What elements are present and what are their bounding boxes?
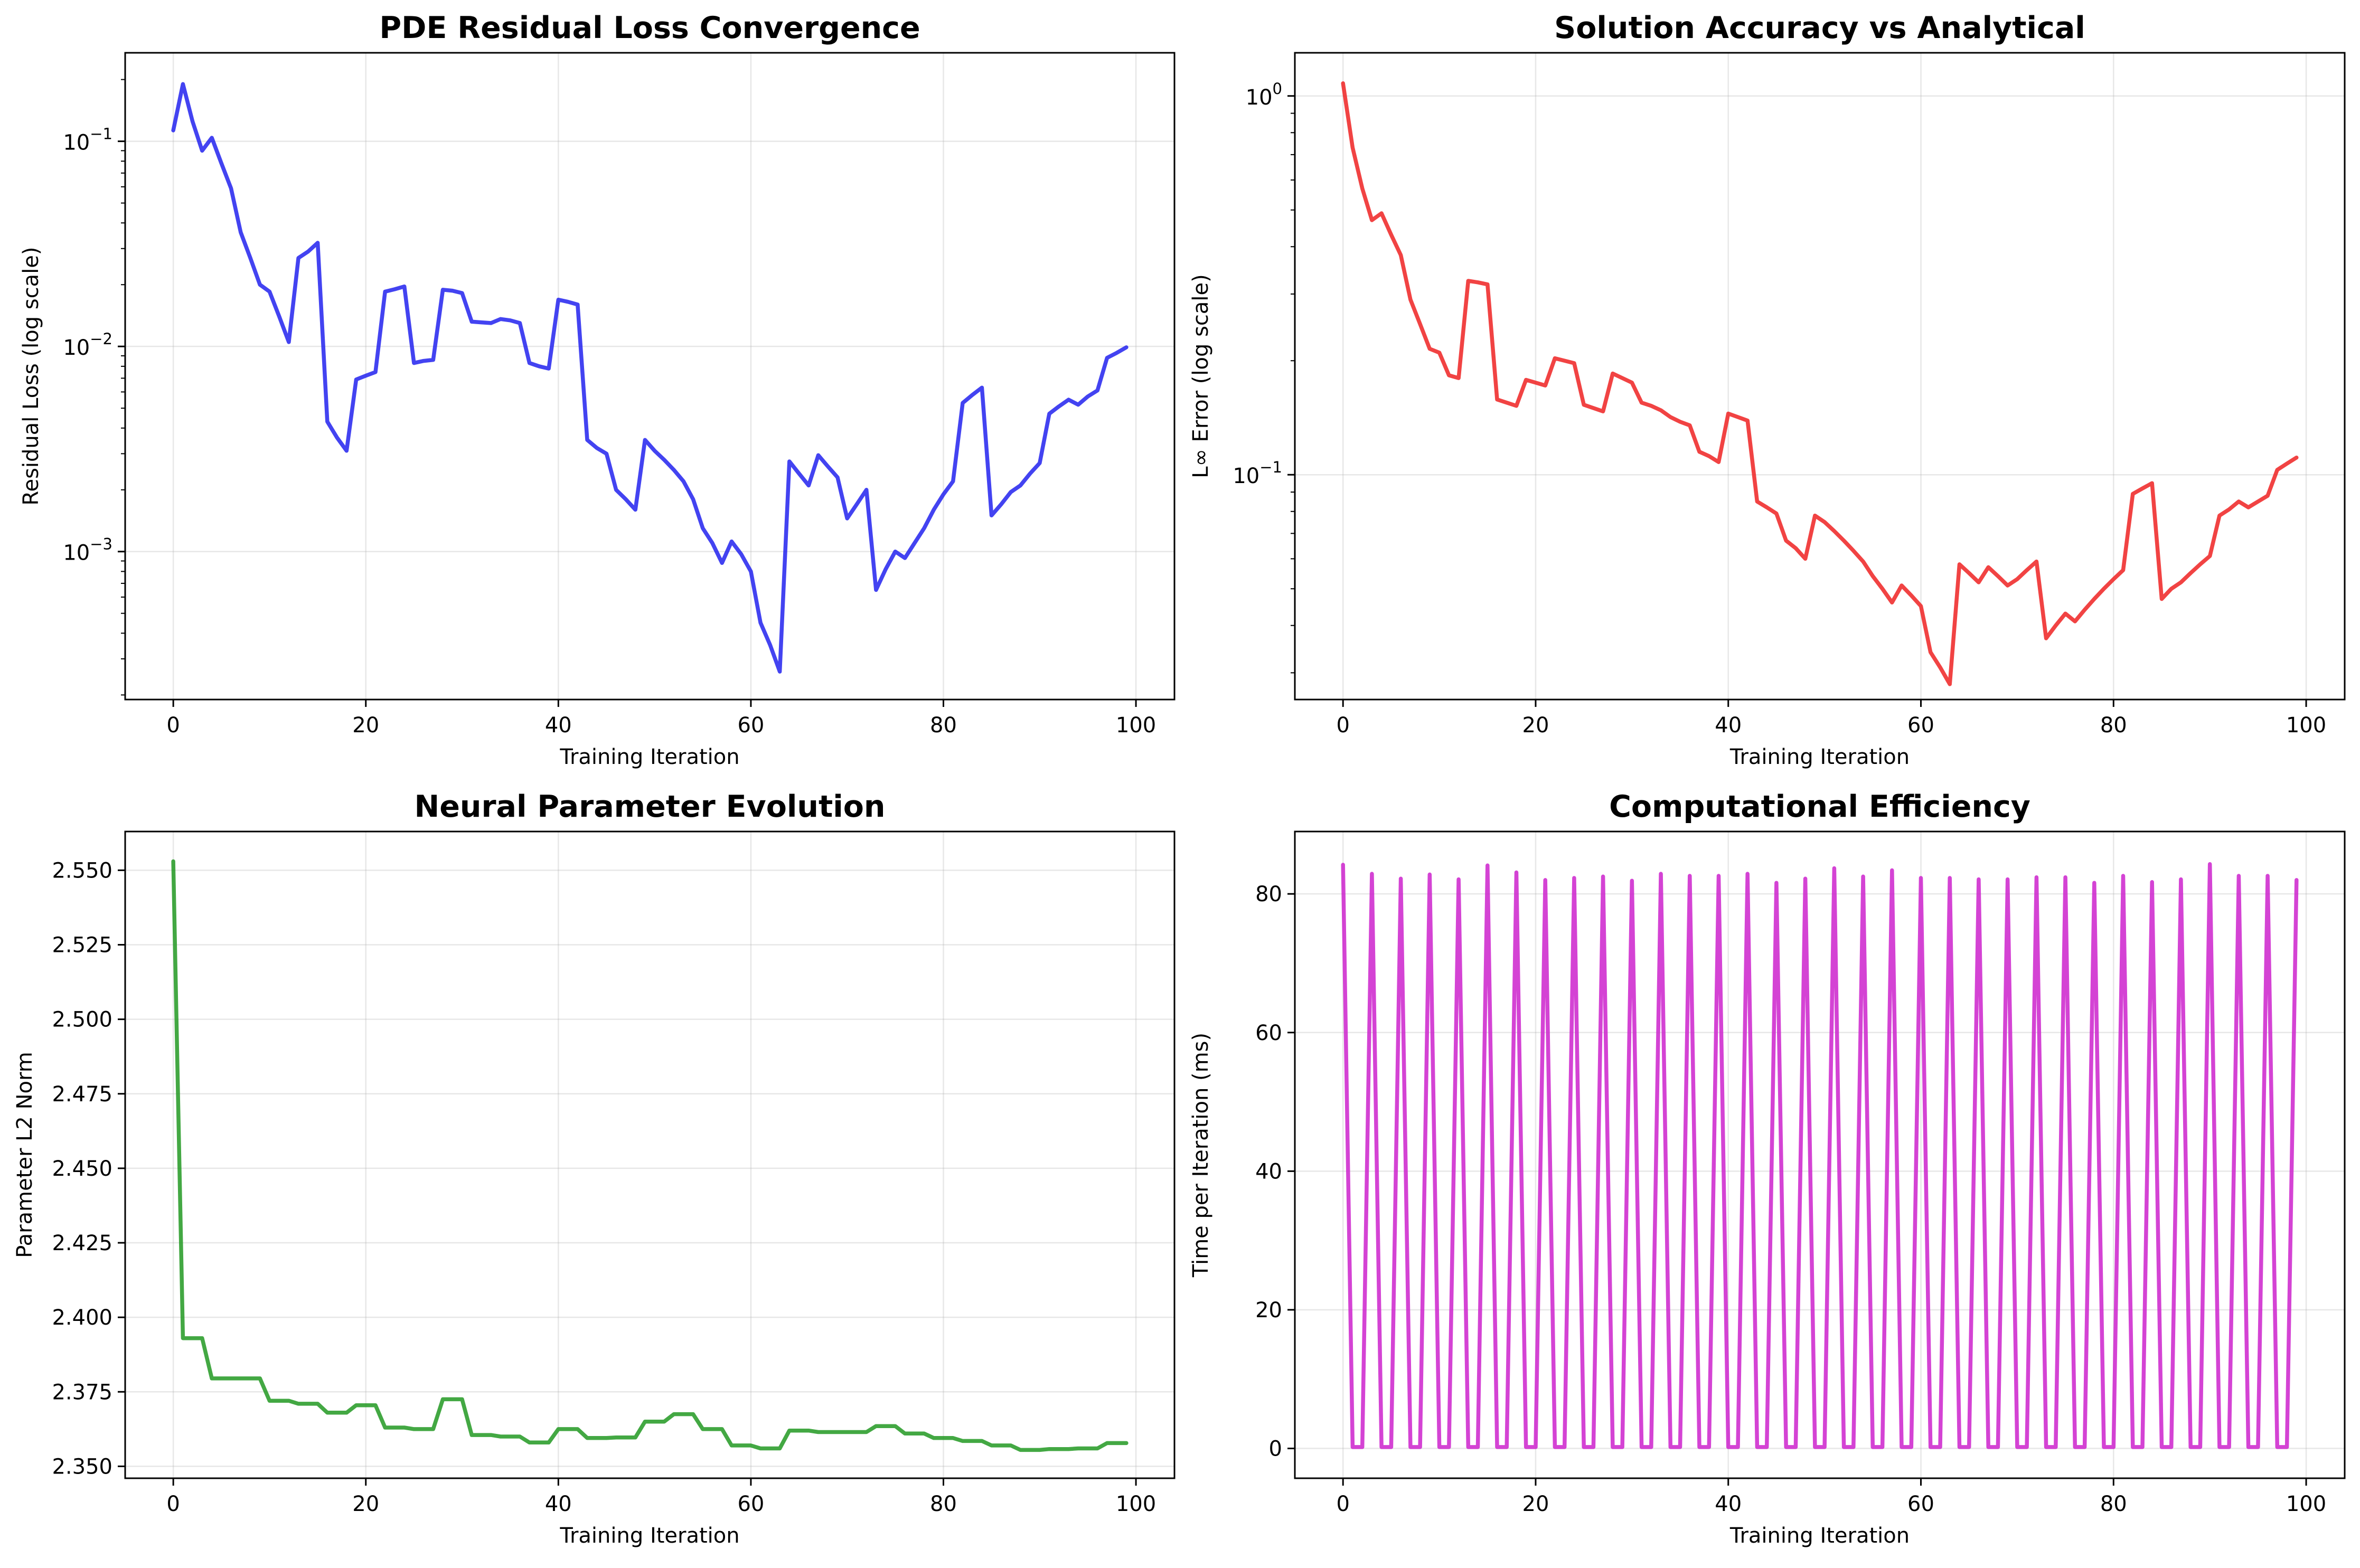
y-axis-label: L∞ Error (log scale) (1189, 274, 1213, 478)
x-tick-label: 100 (2286, 1492, 2326, 1516)
y-tick-label: 2.400 (52, 1306, 112, 1330)
computational-efficiency-chart: 0 20 40 60 80 100 0 20 40 60 80 Training Iteration T… (1189, 789, 2346, 1548)
y-tick-label: 10−2 (63, 330, 112, 360)
x-tick-label: 40 (545, 713, 572, 738)
x-tick-label: 100 (1116, 713, 1156, 738)
plot-frame (124, 830, 1176, 1479)
x-tick-label: 0 (1336, 1492, 1349, 1516)
y-tick-label: 10−1 (63, 125, 112, 155)
y-tick-exponent: −1 (90, 125, 112, 143)
data-series-line (171, 82, 1129, 674)
y-tick-label: 10−3 (63, 535, 112, 565)
y-tick-base: 10 (63, 541, 90, 565)
x-tick-label: 80 (930, 1492, 957, 1516)
y-tick-base: 10 (1246, 86, 1273, 110)
parameter-evolution-chart: 0 20 40 60 80 100 2.350 2.375 2.400 2.425 2.450 2.4… (13, 789, 1176, 1548)
x-tick-label: 80 (2100, 1492, 2127, 1516)
y-tick-label: 10−1 (1233, 458, 1282, 488)
grid-lines (1295, 53, 2345, 700)
chart-title: Computational Efficiency (1609, 789, 2030, 824)
x-tick-label: 20 (1522, 713, 1549, 738)
data-series-line (1341, 862, 2299, 1449)
grid-lines (125, 53, 1174, 700)
y-tick-exponent: −3 (90, 535, 112, 553)
x-tick-label: 20 (352, 713, 379, 738)
x-axis-label: Training Iteration (559, 1524, 739, 1548)
y-tick-label: 2.375 (52, 1380, 112, 1404)
x-tick-label: 60 (1907, 1492, 1934, 1516)
y-tick-label: 20 (1255, 1298, 1282, 1323)
y-tick-label: 40 (1255, 1159, 1282, 1184)
x-tick-label: 80 (930, 713, 957, 738)
y-tick-label: 2.450 (52, 1157, 112, 1181)
y-tick-label: 60 (1255, 1021, 1282, 1045)
y-tick-label: 2.425 (52, 1231, 112, 1255)
x-tick-label: 100 (1116, 1492, 1156, 1516)
x-tick-label: 60 (1907, 713, 1934, 738)
x-tick-label: 60 (737, 1492, 764, 1516)
y-axis-label: Time per Iteration (ms) (1189, 1033, 1213, 1278)
x-tick-label: 40 (545, 1492, 572, 1516)
x-tick-label: 20 (1522, 1492, 1549, 1516)
x-tick-label: 40 (1715, 1492, 1742, 1516)
x-tick-label: 60 (737, 713, 764, 738)
data-series-line (1341, 81, 2299, 686)
x-tick-label: 0 (166, 1492, 180, 1516)
y-axis-label: Parameter L2 Norm (13, 1052, 37, 1258)
plot-frame (124, 52, 1176, 701)
x-axis-label: Training Iteration (1729, 745, 1910, 769)
x-axis-label: Training Iteration (1729, 1524, 1910, 1548)
y-tick-base: 10 (1233, 464, 1259, 488)
y-tick-label: 80 (1255, 882, 1282, 906)
y-tick-label: 2.475 (52, 1082, 112, 1107)
chart-title: Solution Accuracy vs Analytical (1554, 11, 2085, 45)
y-tick-exponent: −2 (90, 330, 112, 348)
y-tick-exponent: −1 (1259, 458, 1282, 476)
x-tick-label: 0 (166, 713, 180, 738)
x-axis-label: Training Iteration (559, 745, 739, 769)
y-tick-base: 10 (63, 336, 90, 360)
chart-title: PDE Residual Loss Convergence (379, 11, 920, 45)
y-tick-label: 100 (1246, 80, 1282, 110)
y-tick-label: 2.550 (52, 858, 112, 883)
x-tick-label: 40 (1715, 713, 1742, 738)
y-axis-label: Residual Loss (log scale) (19, 247, 43, 505)
data-series-line (171, 859, 1129, 1452)
x-tick-label: 0 (1336, 713, 1349, 738)
plot-frame (1294, 52, 2346, 701)
y-tick-label: 2.525 (52, 933, 112, 958)
y-tick-label: 2.350 (52, 1454, 112, 1479)
x-tick-label: 80 (2100, 713, 2127, 738)
y-tick-base: 10 (63, 131, 90, 155)
y-tick-label: 0 (1269, 1437, 1282, 1461)
plot-frame (1294, 830, 2346, 1479)
x-tick-label: 20 (352, 1492, 379, 1516)
chart-title: Neural Parameter Evolution (415, 789, 886, 824)
y-tick-label: 2.500 (52, 1008, 112, 1032)
x-tick-label: 100 (2286, 713, 2326, 738)
y-tick-exponent: 0 (1273, 80, 1282, 98)
